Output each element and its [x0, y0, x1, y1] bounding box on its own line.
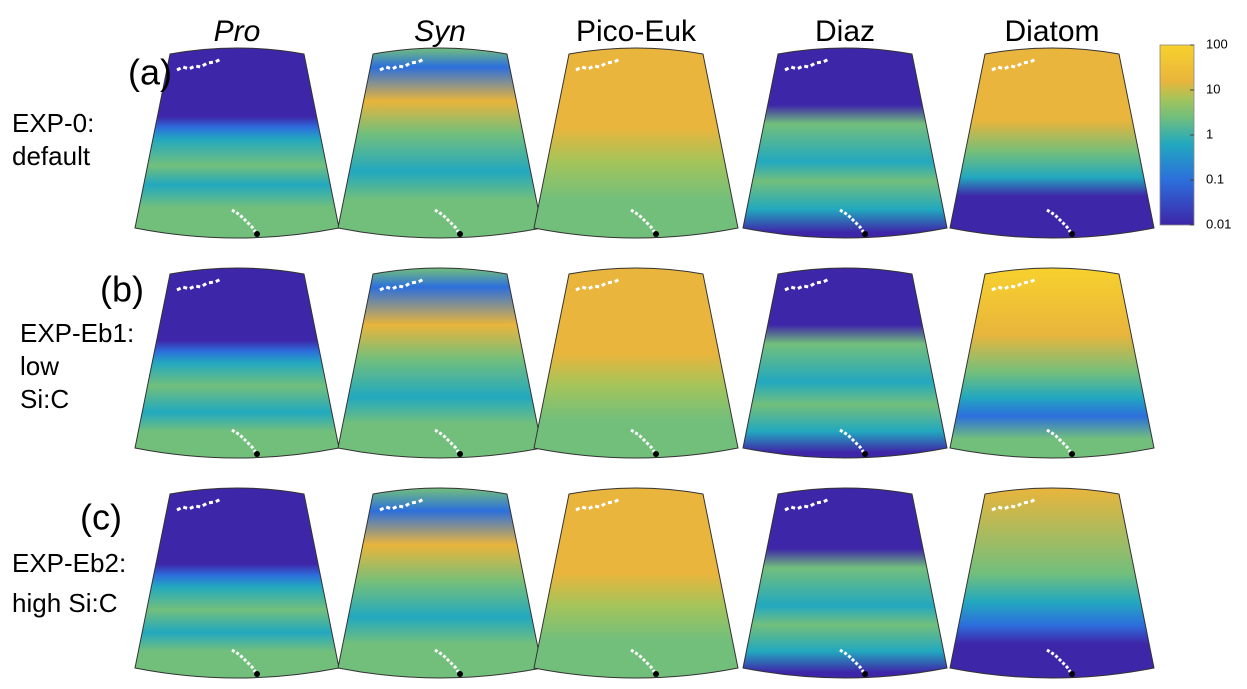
island	[653, 231, 659, 237]
map-panel	[135, 488, 339, 678]
colorbar-tick-label: 100	[1206, 36, 1228, 51]
map-panel	[135, 268, 339, 458]
colorbar-tick-label: 0.1	[1206, 171, 1224, 186]
map-panel	[338, 48, 542, 238]
map-panel	[338, 268, 542, 458]
colorbar-tick-label: 1	[1206, 126, 1213, 141]
island	[457, 231, 463, 237]
map-panel	[950, 48, 1154, 238]
map-panel	[534, 48, 738, 238]
row-label: default	[12, 141, 91, 171]
panel-tag: (b)	[100, 269, 144, 310]
row-label: low	[20, 351, 59, 381]
colorbar	[1160, 45, 1194, 225]
island	[862, 231, 868, 237]
panel-tag: (a)	[128, 52, 172, 93]
row-label: EXP-Eb2:	[12, 548, 126, 578]
map-panel	[743, 488, 947, 678]
map-panel	[950, 488, 1154, 678]
column-title: Diatom	[1004, 15, 1099, 48]
island	[862, 671, 868, 677]
island	[254, 451, 260, 457]
map-panel	[338, 488, 542, 678]
map-panel	[534, 268, 738, 458]
island	[653, 451, 659, 457]
figure: Pro Syn Pico-Euk Diaz Diatom (a) EXP-0:default…	[0, 0, 1247, 689]
island	[254, 231, 260, 237]
map-panel	[950, 268, 1154, 458]
island	[254, 671, 260, 677]
panel-tag: (c)	[80, 497, 122, 538]
island	[1069, 231, 1075, 237]
island	[1069, 671, 1075, 677]
map-panel	[534, 488, 738, 678]
row-label: EXP-Eb1:	[20, 318, 134, 348]
column-title: Pico-Euk	[576, 15, 697, 48]
column-title: Syn	[414, 15, 466, 48]
row-label: EXP-0:	[12, 108, 94, 138]
colorbar-tick-label: 10	[1206, 81, 1220, 96]
row-label: high Si:C	[12, 588, 118, 618]
map-panel	[743, 48, 947, 238]
island	[457, 671, 463, 677]
column-title: Pro	[214, 15, 261, 48]
row-label: Si:C	[20, 384, 69, 414]
island	[1069, 451, 1075, 457]
island	[653, 671, 659, 677]
island	[457, 451, 463, 457]
island	[862, 451, 868, 457]
colorbar-tick-label: 0.01	[1206, 216, 1231, 231]
map-panel	[743, 268, 947, 458]
column-title: Diaz	[815, 15, 875, 48]
